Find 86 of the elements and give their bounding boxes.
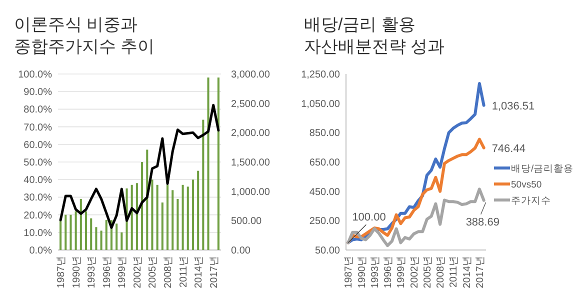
x-tick-label: 2005년 xyxy=(148,256,159,288)
x-tick-label: 2017년 xyxy=(474,256,486,288)
y-tick-label: 30.0% xyxy=(24,192,52,204)
y2-tick-label: 1,500.00 xyxy=(231,158,270,168)
bar xyxy=(141,162,144,250)
x-tick-label: 1987년 xyxy=(344,256,355,288)
y-tick-label: 50.00 xyxy=(314,246,340,256)
x-tick-label: 2002년 xyxy=(409,256,420,288)
bar xyxy=(161,202,164,250)
bar xyxy=(146,150,148,250)
y2-tick-label: 3,000.00 xyxy=(231,70,270,80)
bar xyxy=(197,170,200,250)
y2-tick-label: 2,000.00 xyxy=(231,128,270,140)
bar xyxy=(120,232,123,250)
data-label: 388.69 xyxy=(466,216,500,228)
x-tick-label: 1999년 xyxy=(117,256,128,288)
y-tick-label: 10.0% xyxy=(24,228,52,239)
bar xyxy=(151,180,154,250)
bar xyxy=(90,218,92,250)
y-tick-label: 90.0% xyxy=(24,87,52,98)
y-tick-label: 80.0% xyxy=(24,104,52,116)
bar xyxy=(176,198,179,250)
bar xyxy=(182,184,184,250)
x-tick-label: 1993년 xyxy=(370,256,381,288)
bar xyxy=(156,184,158,250)
bar xyxy=(172,190,174,250)
x-tick-label: 2002년 xyxy=(132,256,144,288)
y-tick-label: 250.00 xyxy=(309,216,340,228)
bar xyxy=(202,120,204,250)
annotation: 100.00 xyxy=(352,212,386,224)
x-tick-label: 1996년 xyxy=(102,256,113,288)
bar xyxy=(84,211,88,250)
y2-tick-label: 500.00 xyxy=(231,216,262,228)
data-label: 746.44 xyxy=(492,142,526,155)
bar xyxy=(74,211,77,250)
y-tick-label: 100.0% xyxy=(18,70,52,80)
x-tick-label: 2017년 xyxy=(208,256,220,288)
bar xyxy=(80,198,82,250)
y-tick-label: 70.0% xyxy=(24,122,52,134)
bar xyxy=(64,214,67,250)
y-tick-label: 450.00 xyxy=(309,186,340,198)
legend-label: 주가지수 xyxy=(511,195,551,206)
chart-title: 배당/금리 활용 자산배분전략 성과 xyxy=(304,15,445,56)
bar xyxy=(217,78,220,250)
legend-label: 50vs50 xyxy=(511,179,542,190)
x-tick-label: 2014년 xyxy=(462,256,473,288)
bar xyxy=(186,186,189,250)
x-tick-label: 1999년 xyxy=(396,256,408,288)
bar xyxy=(130,184,133,250)
bar xyxy=(136,183,138,250)
x-tick-label: 1990년 xyxy=(356,256,368,288)
bar xyxy=(60,220,62,250)
x-tick-label: 2011년 xyxy=(178,256,190,288)
x-tick-label: 1987년 xyxy=(56,256,68,288)
y2-tick-label: 0.00 xyxy=(231,246,251,256)
y-tick-label: 40.0% xyxy=(24,175,52,186)
bar xyxy=(192,180,194,250)
x-tick-label: 2008년 xyxy=(163,256,174,288)
line-series xyxy=(59,104,220,229)
bar xyxy=(166,184,169,250)
bar xyxy=(116,224,118,250)
bar xyxy=(207,78,210,250)
data-label: 1,036.51 xyxy=(492,100,535,112)
x-tick-label: 1996년 xyxy=(383,256,394,288)
x-tick-label: 1993년 xyxy=(86,256,98,288)
bar xyxy=(70,214,72,250)
bar xyxy=(100,230,102,250)
bar xyxy=(105,220,108,250)
legend-label: 배당/금리활용 xyxy=(511,163,574,174)
y-tick-label: 850.00 xyxy=(309,128,340,140)
bar xyxy=(95,227,98,250)
x-tick-label: 2011년 xyxy=(448,256,460,288)
y-tick-label: 50.0% xyxy=(24,158,52,168)
x-tick-label: 2014년 xyxy=(194,256,205,288)
y2-tick-label: 2,500.00 xyxy=(231,98,270,110)
y-tick-label: 0.0% xyxy=(29,246,52,256)
y-tick-label: 20.0% xyxy=(24,210,52,222)
y-tick-label: 1,250.00 xyxy=(301,70,340,80)
y-tick-label: 650.00 xyxy=(309,158,340,168)
y2-tick-label: 1,000.00 xyxy=(231,186,270,198)
chart-title: 이론주식 비중과 종합주가지수 추이 xyxy=(14,15,155,56)
x-tick-label: 1990년 xyxy=(71,256,82,288)
x-tick-label: 2005년 xyxy=(422,256,434,288)
y-tick-label: 1,050.00 xyxy=(301,98,340,110)
y-tick-label: 60.0% xyxy=(24,140,52,151)
x-tick-label: 2008년 xyxy=(436,256,447,288)
